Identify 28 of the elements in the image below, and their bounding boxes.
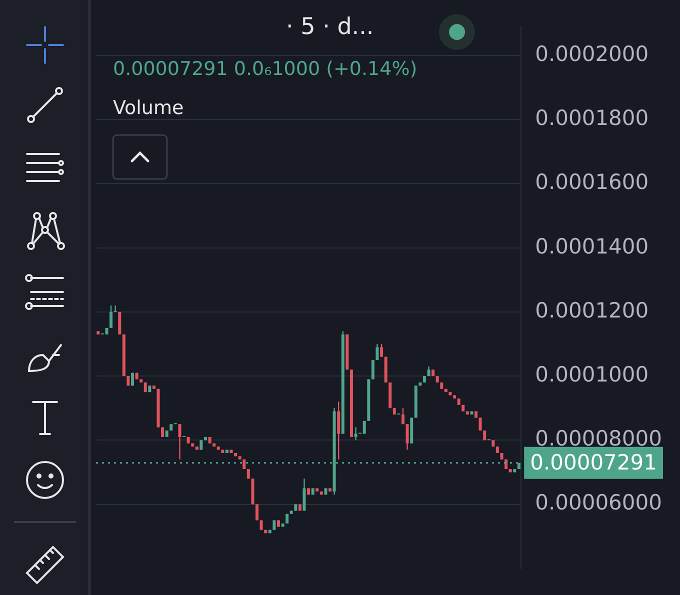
candlestick: [354, 426, 358, 441]
candlestick: [118, 311, 122, 335]
candlestick: [380, 343, 384, 358]
candlestick: [110, 304, 113, 329]
annotation: Volume: [113, 97, 184, 119]
candlestick: [256, 504, 259, 521]
y-tick-label: 0.0002000: [535, 42, 649, 66]
candlestick: [376, 343, 379, 361]
candlestick: [302, 478, 306, 512]
y-tick-label: 0.00008000: [535, 426, 662, 451]
candlestick: [337, 401, 340, 460]
candlestick: [114, 304, 117, 313]
y-tick-label: 0.0001800: [535, 106, 649, 130]
ref-line-label: 0.00007291: [530, 450, 658, 474]
candlestick: [402, 408, 405, 425]
candlestick: [478, 417, 482, 432]
candlestick: [362, 420, 366, 434]
candlestick: [178, 424, 182, 460]
candlestick: [406, 424, 409, 450]
y-tick-label: 0.00006000: [535, 490, 662, 515]
candlestick: [371, 359, 374, 380]
y-tick-label: 0.0001000: [535, 362, 649, 386]
annotation: 0.00007291 0.0₆1000 (+0.14%): [113, 58, 418, 80]
chart-title: · 5 · d...: [286, 14, 374, 40]
candlestick: [200, 440, 203, 450]
y-tick-label: 0.0001400: [535, 234, 649, 258]
y-tick-label: 0.0001200: [535, 298, 649, 322]
y-tick-label: 0.0001600: [535, 170, 649, 194]
